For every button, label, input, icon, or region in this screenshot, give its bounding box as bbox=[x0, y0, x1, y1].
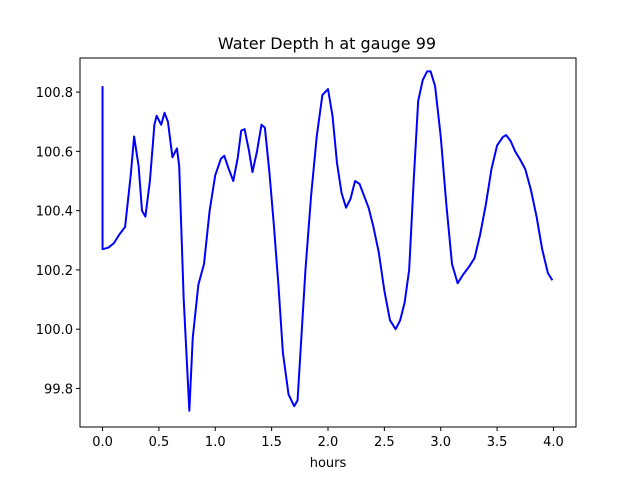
plot-background bbox=[80, 58, 576, 427]
x-tick-label: 2.5 bbox=[374, 435, 395, 450]
series-line bbox=[101, 70, 554, 412]
y-tick-label: 100.6 bbox=[36, 145, 73, 160]
y-tick-label: 99.8 bbox=[44, 382, 73, 397]
plot-area bbox=[79, 57, 577, 428]
x-tick-label: 0.0 bbox=[92, 435, 113, 450]
y-tick-label: 100.4 bbox=[36, 205, 73, 220]
chart-title: Water Depth h at gauge 99 bbox=[218, 34, 436, 53]
x-tick-label: 3.5 bbox=[487, 435, 508, 450]
y-axis: 99.8 100.0 100.2 100.4 100.6 100.8 bbox=[36, 86, 80, 397]
y-tick-label: 100.2 bbox=[36, 264, 73, 279]
x-tick-label: 3.0 bbox=[430, 435, 451, 450]
x-axis: 0.0 0.5 1.0 1.5 2.0 2.5 3.0 3.5 4.0 bbox=[92, 427, 564, 450]
x-tick-label: 1.5 bbox=[261, 435, 282, 450]
x-tick-label: 4.0 bbox=[543, 435, 564, 450]
y-tick-label: 100.8 bbox=[36, 86, 73, 101]
x-axis-label: hours bbox=[310, 456, 347, 471]
y-tick-label: 100.0 bbox=[36, 323, 73, 338]
x-tick-label: 0.5 bbox=[149, 435, 170, 450]
x-tick-label: 2.0 bbox=[318, 435, 339, 450]
x-tick-label: 1.0 bbox=[205, 435, 226, 450]
